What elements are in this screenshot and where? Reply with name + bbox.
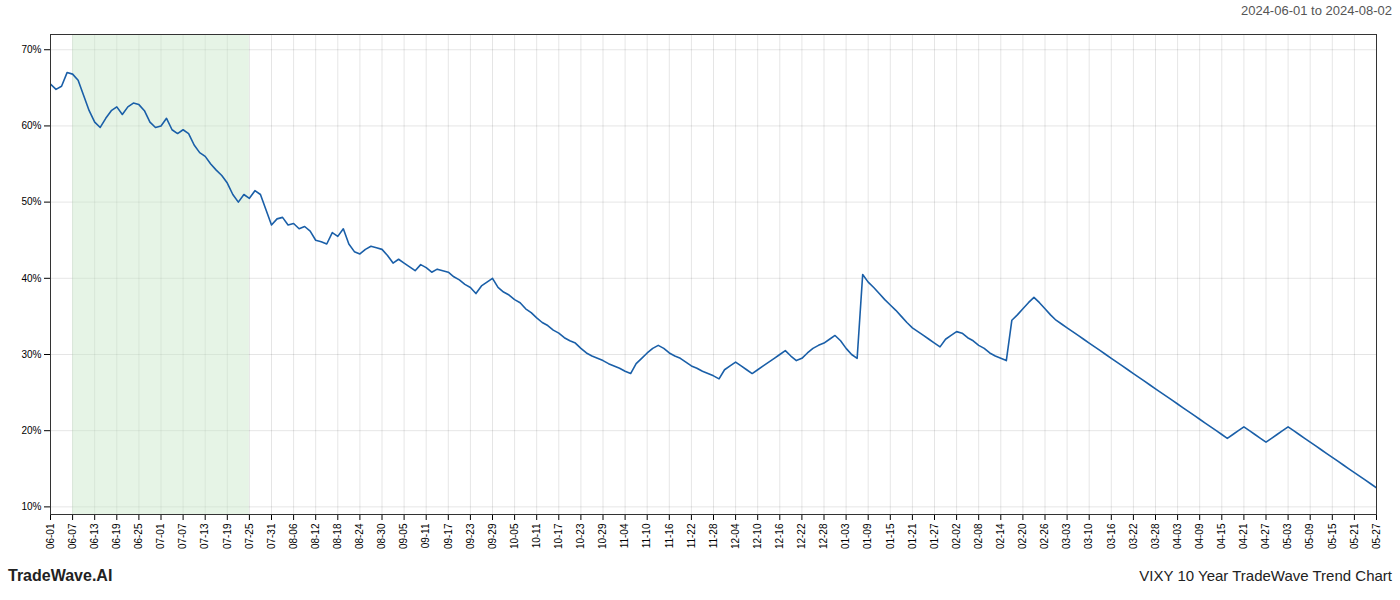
svg-text:07-19: 07-19 — [222, 523, 233, 549]
svg-text:07-25: 07-25 — [244, 523, 255, 549]
svg-text:09-05: 09-05 — [398, 523, 409, 549]
svg-text:08-12: 08-12 — [310, 523, 321, 549]
svg-text:30%: 30% — [21, 349, 41, 360]
svg-text:11-10: 11-10 — [641, 523, 652, 548]
html-text:TradeWave.AI: TradeWave.AI — [8, 567, 113, 584]
svg-text:08-06: 08-06 — [288, 523, 299, 549]
svg-text:07-31: 07-31 — [266, 523, 277, 549]
svg-text:12-22: 12-22 — [796, 523, 807, 549]
svg-text:12-28: 12-28 — [818, 523, 829, 549]
svg-text:11-04: 11-04 — [619, 523, 630, 548]
svg-text:06-01: 06-01 — [45, 523, 56, 549]
svg-text:04-21: 04-21 — [1238, 523, 1249, 549]
svg-text:05-15: 05-15 — [1327, 523, 1338, 549]
svg-text:01-27: 01-27 — [929, 523, 940, 549]
svg-text:09-17: 09-17 — [443, 523, 454, 549]
svg-text:04-15: 04-15 — [1216, 523, 1227, 549]
svg-text:03-28: 03-28 — [1150, 523, 1161, 549]
svg-text:02-26: 02-26 — [1039, 523, 1050, 549]
svg-text:11-16: 11-16 — [664, 523, 675, 548]
svg-text:06-07: 06-07 — [67, 523, 78, 549]
svg-text:04-27: 04-27 — [1260, 523, 1271, 549]
svg-text:05-09: 05-09 — [1304, 523, 1315, 549]
svg-text:12-10: 12-10 — [752, 523, 763, 549]
svg-text:05-27: 05-27 — [1371, 523, 1382, 549]
svg-text:08-18: 08-18 — [332, 523, 343, 549]
svg-text:11-28: 11-28 — [708, 523, 719, 548]
svg-text:20%: 20% — [21, 425, 41, 436]
svg-text:10-29: 10-29 — [597, 523, 608, 549]
svg-text:02-02: 02-02 — [951, 523, 962, 549]
svg-text:70%: 70% — [21, 44, 41, 55]
html-text:2024-06-01 to 2024-08-02: 2024-06-01 to 2024-08-02 — [1240, 3, 1392, 18]
svg-text:10-23: 10-23 — [575, 523, 586, 549]
svg-text:03-03: 03-03 — [1061, 523, 1072, 549]
svg-text:03-22: 03-22 — [1128, 523, 1139, 549]
svg-text:06-25: 06-25 — [133, 523, 144, 549]
svg-text:03-16: 03-16 — [1106, 523, 1117, 549]
svg-text:07-13: 07-13 — [199, 523, 210, 549]
svg-text:11-22: 11-22 — [686, 523, 697, 548]
svg-text:09-29: 09-29 — [487, 523, 498, 549]
svg-text:10-17: 10-17 — [553, 523, 564, 549]
svg-text:05-03: 05-03 — [1282, 523, 1293, 549]
svg-text:02-20: 02-20 — [1017, 523, 1028, 549]
svg-text:08-24: 08-24 — [354, 523, 365, 549]
svg-text:10-11: 10-11 — [531, 523, 542, 548]
svg-text:09-23: 09-23 — [465, 523, 476, 549]
svg-text:07-01: 07-01 — [155, 523, 166, 549]
svg-text:12-04: 12-04 — [730, 523, 741, 549]
svg-text:12-16: 12-16 — [774, 523, 785, 549]
svg-text:10-05: 10-05 — [509, 523, 520, 549]
svg-text:05-21: 05-21 — [1349, 523, 1360, 549]
svg-text:08-30: 08-30 — [376, 523, 387, 549]
svg-text:06-13: 06-13 — [89, 523, 100, 549]
svg-text:01-15: 01-15 — [885, 523, 896, 549]
svg-text:01-09: 01-09 — [862, 523, 873, 549]
svg-text:07-07: 07-07 — [177, 523, 188, 549]
svg-text:04-03: 04-03 — [1172, 523, 1183, 549]
svg-text:50%: 50% — [21, 196, 41, 207]
svg-text:01-21: 01-21 — [907, 523, 918, 549]
svg-text:60%: 60% — [21, 120, 41, 131]
svg-text:02-14: 02-14 — [995, 523, 1006, 549]
svg-text:04-09: 04-09 — [1194, 523, 1205, 549]
svg-text:01-03: 01-03 — [840, 523, 851, 549]
svg-text:40%: 40% — [21, 273, 41, 284]
svg-text:03-10: 03-10 — [1083, 523, 1094, 549]
svg-text:02-08: 02-08 — [973, 523, 984, 549]
html-text:VIXY 10 Year TradeWave Trend C: VIXY 10 Year TradeWave Trend Chart — [1139, 567, 1392, 584]
svg-text:10%: 10% — [21, 501, 41, 512]
svg-text:09-11: 09-11 — [420, 523, 431, 548]
svg-text:06-19: 06-19 — [111, 523, 122, 549]
